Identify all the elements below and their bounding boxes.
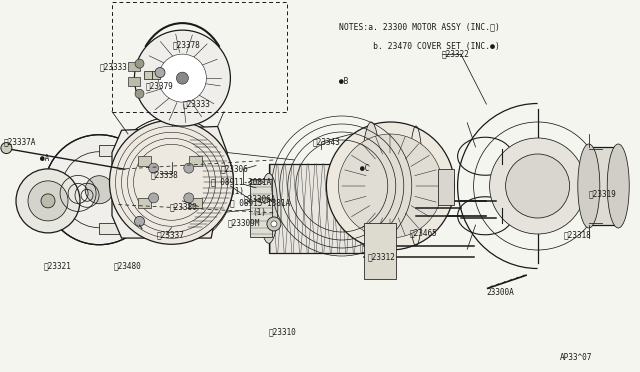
Circle shape xyxy=(177,72,188,84)
Circle shape xyxy=(41,194,55,208)
Text: AP33^07: AP33^07 xyxy=(560,353,593,362)
Circle shape xyxy=(271,221,277,227)
Text: ※23338: ※23338 xyxy=(150,170,178,179)
Text: ※23322: ※23322 xyxy=(442,49,469,58)
Text: ※23310: ※23310 xyxy=(269,327,296,336)
Bar xyxy=(112,1,287,112)
Text: ※23337: ※23337 xyxy=(157,230,184,239)
Text: ※23306: ※23306 xyxy=(221,165,248,174)
Ellipse shape xyxy=(607,144,629,228)
Text: ※23379: ※23379 xyxy=(146,81,173,90)
Circle shape xyxy=(134,217,145,226)
Circle shape xyxy=(184,163,194,173)
Text: 23300A: 23300A xyxy=(486,288,514,296)
Ellipse shape xyxy=(361,122,381,250)
Polygon shape xyxy=(248,180,264,185)
Text: (1): (1) xyxy=(253,208,267,217)
Polygon shape xyxy=(112,126,227,238)
Circle shape xyxy=(326,122,454,250)
Circle shape xyxy=(28,181,68,221)
Circle shape xyxy=(148,193,159,203)
Polygon shape xyxy=(269,164,365,253)
Text: ※23318: ※23318 xyxy=(563,230,591,239)
Bar xyxy=(138,155,151,166)
Circle shape xyxy=(184,193,194,203)
Polygon shape xyxy=(364,223,396,279)
Text: ※23378: ※23378 xyxy=(173,40,200,49)
Circle shape xyxy=(85,176,113,204)
Text: b. 23470 COVER SET (INC.●): b. 23470 COVER SET (INC.●) xyxy=(339,42,500,51)
Circle shape xyxy=(1,142,12,154)
Text: ※23321: ※23321 xyxy=(44,262,71,270)
Text: NOTES:a. 23300 MOTOR ASSY (INC.※): NOTES:a. 23300 MOTOR ASSY (INC.※) xyxy=(339,22,500,31)
Circle shape xyxy=(339,134,442,238)
Polygon shape xyxy=(250,179,272,237)
Circle shape xyxy=(490,138,586,234)
Text: (1): (1) xyxy=(230,187,244,196)
Bar xyxy=(138,198,151,208)
Text: ※23319: ※23319 xyxy=(589,189,616,198)
Text: ※23465: ※23465 xyxy=(410,228,437,237)
Circle shape xyxy=(155,68,165,77)
Text: ※23337A: ※23337A xyxy=(3,137,36,146)
Bar xyxy=(189,198,202,208)
Ellipse shape xyxy=(578,144,600,228)
Polygon shape xyxy=(589,147,618,225)
Text: ●A: ●A xyxy=(40,154,49,163)
Bar xyxy=(144,71,152,79)
Polygon shape xyxy=(99,223,147,234)
Circle shape xyxy=(16,169,80,233)
Bar xyxy=(152,71,160,79)
Circle shape xyxy=(44,135,154,245)
Circle shape xyxy=(135,59,144,68)
Polygon shape xyxy=(256,198,271,202)
Text: ※23309M: ※23309M xyxy=(227,219,260,228)
Text: ※23333: ※23333 xyxy=(182,100,210,109)
Circle shape xyxy=(148,163,159,173)
Ellipse shape xyxy=(260,173,278,243)
Bar xyxy=(189,155,202,166)
Text: ※23333: ※23333 xyxy=(99,62,127,71)
Bar xyxy=(128,62,140,71)
Text: ※23306A: ※23306A xyxy=(243,195,276,203)
Text: ※23312: ※23312 xyxy=(368,252,396,261)
Text: ●C: ●C xyxy=(360,164,369,173)
Polygon shape xyxy=(99,145,147,156)
Text: ⓝ 08911-3081A: ⓝ 08911-3081A xyxy=(211,178,271,187)
Circle shape xyxy=(506,154,570,218)
Circle shape xyxy=(134,30,230,126)
Text: ※23380: ※23380 xyxy=(170,202,197,211)
Text: ●B: ●B xyxy=(339,77,348,86)
Circle shape xyxy=(109,120,234,244)
Bar xyxy=(128,77,140,86)
Circle shape xyxy=(135,89,144,98)
Ellipse shape xyxy=(356,173,374,243)
Text: ⓜ 08915-1381A: ⓜ 08915-1381A xyxy=(230,198,291,207)
Text: ※23343: ※23343 xyxy=(312,137,340,146)
Circle shape xyxy=(158,54,206,102)
Bar xyxy=(438,169,454,205)
Circle shape xyxy=(267,217,281,231)
Text: ※23480: ※23480 xyxy=(114,262,141,270)
